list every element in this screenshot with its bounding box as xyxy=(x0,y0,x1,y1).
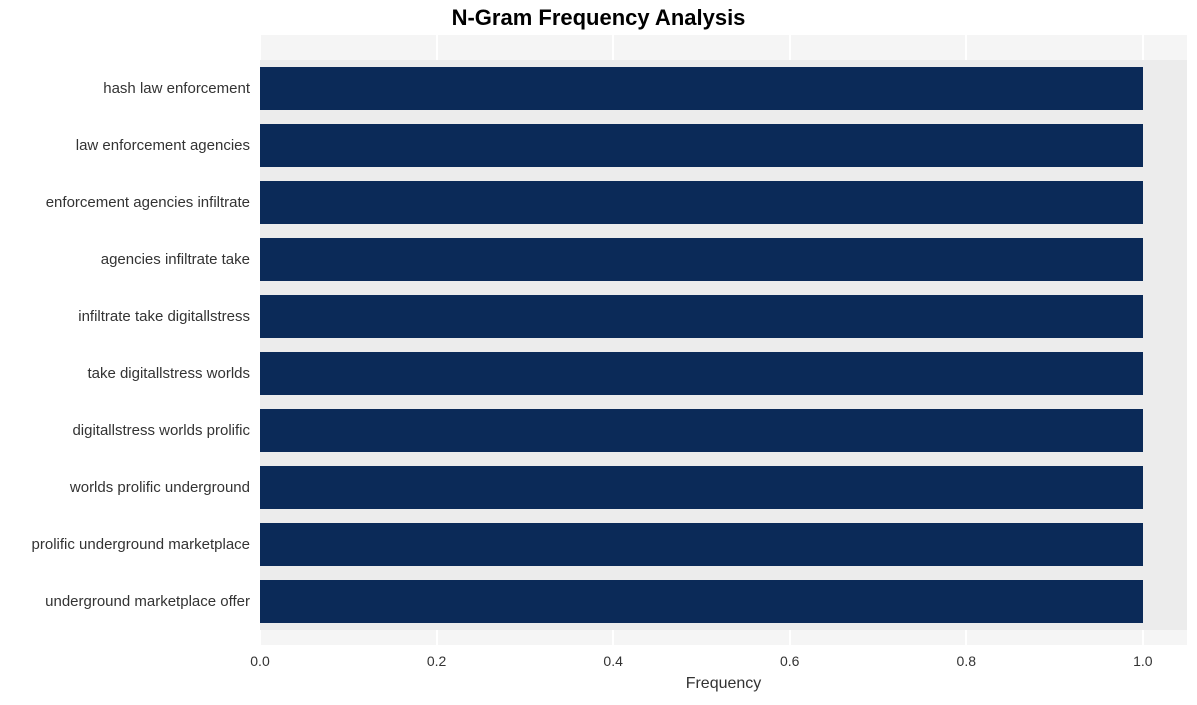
bar-row xyxy=(260,117,1187,174)
x-tick-label: 0.2 xyxy=(427,653,446,669)
x-tick-label: 0.8 xyxy=(957,653,976,669)
bar xyxy=(260,295,1143,338)
bar-row xyxy=(260,516,1187,573)
bar-row xyxy=(260,345,1187,402)
x-tick-label: 0.4 xyxy=(603,653,622,669)
bar-row xyxy=(260,60,1187,117)
bar xyxy=(260,466,1143,509)
x-tick-label: 0.0 xyxy=(250,653,269,669)
bar-row xyxy=(260,402,1187,459)
y-tick-label: digitallstress worlds prolific xyxy=(72,402,250,459)
y-tick-label: infiltrate take digitallstress xyxy=(78,288,250,345)
bar-row xyxy=(260,231,1187,288)
x-axis-title: Frequency xyxy=(260,675,1187,693)
y-tick-label: take digitallstress worlds xyxy=(87,345,250,402)
ngram-chart: N-Gram Frequency Analysis hash law enfor… xyxy=(0,5,1197,701)
bar-row xyxy=(260,288,1187,345)
bar-row xyxy=(260,459,1187,516)
bar xyxy=(260,124,1143,167)
y-tick-label: enforcement agencies infiltrate xyxy=(46,174,250,231)
y-tick-label: law enforcement agencies xyxy=(76,117,250,174)
bar xyxy=(260,238,1143,281)
x-tick-label: 1.0 xyxy=(1133,653,1152,669)
bar xyxy=(260,181,1143,224)
plot-area xyxy=(260,35,1187,645)
y-tick-label: agencies infiltrate take xyxy=(101,231,250,288)
y-tick-label: prolific underground marketplace xyxy=(32,516,250,573)
bar xyxy=(260,409,1143,452)
x-tick-label: 0.6 xyxy=(780,653,799,669)
y-tick-label: hash law enforcement xyxy=(103,60,250,117)
y-tick-label: worlds prolific underground xyxy=(70,459,250,516)
bar xyxy=(260,352,1143,395)
bar xyxy=(260,523,1143,566)
bar xyxy=(260,580,1143,623)
x-axis: 0.00.20.40.60.81.0 Frequency xyxy=(260,645,1187,705)
chart-title: N-Gram Frequency Analysis xyxy=(0,5,1197,31)
bar xyxy=(260,67,1143,110)
bars-container xyxy=(260,35,1187,645)
y-axis-labels: hash law enforcementlaw enforcement agen… xyxy=(0,35,250,645)
bar-row xyxy=(260,174,1187,231)
y-tick-label: underground marketplace offer xyxy=(45,573,250,630)
bar-row xyxy=(260,573,1187,630)
